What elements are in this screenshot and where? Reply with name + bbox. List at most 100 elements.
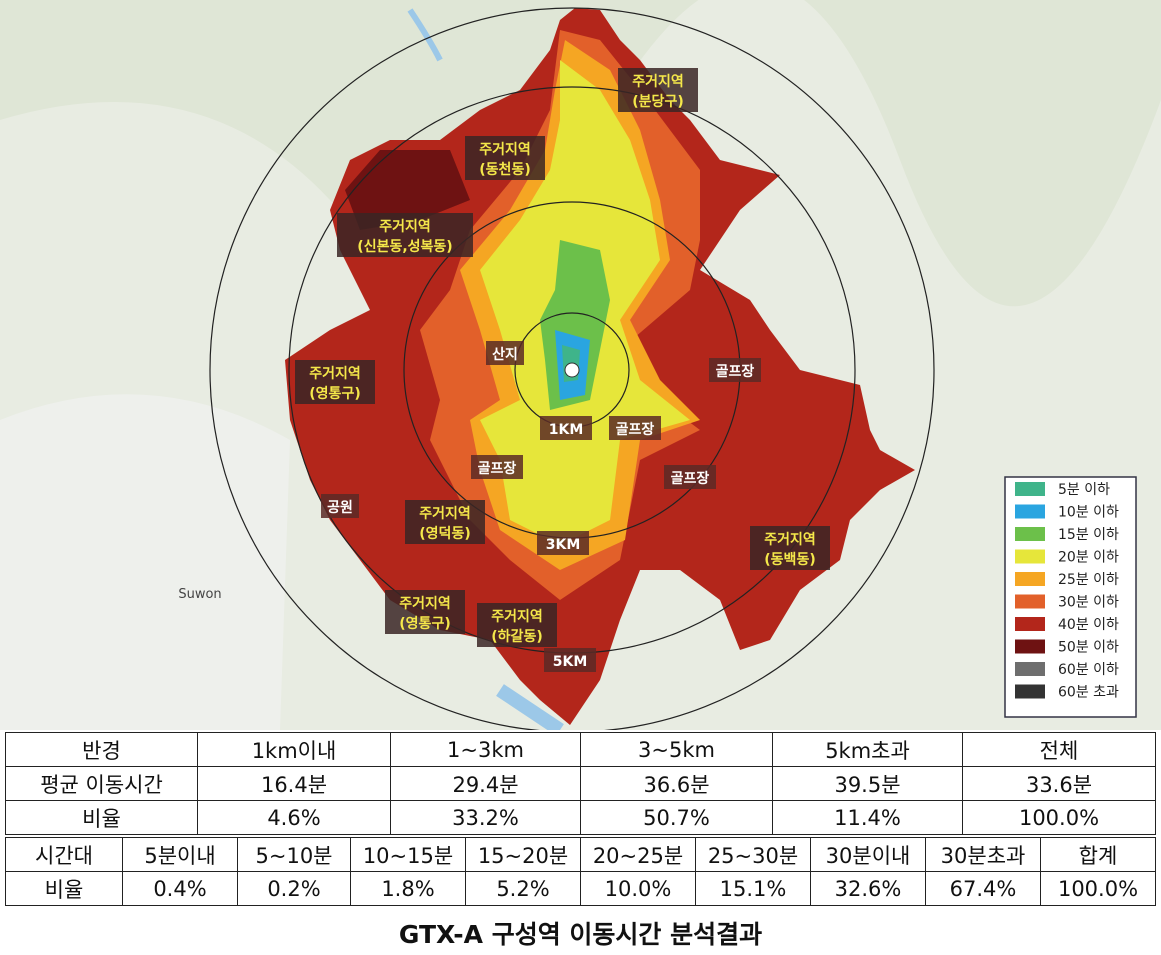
table-cell: 20~25분 <box>580 837 696 872</box>
table-cell: 3~5km <box>580 732 773 767</box>
map-label: 주거지역 <box>399 595 451 612</box>
table-cell: 100.0% <box>1040 871 1156 906</box>
table-cell: 67.4% <box>925 871 1041 906</box>
legend-label: 60분 이하 <box>1058 662 1119 678</box>
map-label: 3KM <box>546 537 581 553</box>
map: 주거지역(분당구)주거지역(동천동)주거지역(신본동,성복동)산지주거지역(영통… <box>0 0 1161 730</box>
label-box <box>295 360 375 404</box>
table-row: 비율 0.4% 0.2% 1.8% 5.2% 10.0% 15.1% 32.6% 67.4% 10… <box>5 871 1156 906</box>
map-label: 산지 <box>492 346 518 363</box>
zone-50 <box>345 150 470 230</box>
table-row: 비율 4.6% 33.2% 50.7% 11.4% 100.0% <box>5 800 1156 835</box>
table-cell: 0.2% <box>237 871 351 906</box>
label-box <box>544 648 596 672</box>
label-box <box>664 465 716 489</box>
legend-label: 20분 이하 <box>1058 550 1119 566</box>
map-label: (영통구) <box>309 385 360 402</box>
table-cell: 5.2% <box>465 871 581 906</box>
map-label: 골프장 <box>671 470 710 487</box>
map-label: (영통구) <box>399 615 450 632</box>
legend-swatch <box>1015 482 1045 496</box>
map-label: 주거지역 <box>764 531 816 548</box>
table-cell: 36.6분 <box>580 766 773 801</box>
label-box <box>405 500 485 544</box>
legend-label: 50분 이하 <box>1058 640 1119 656</box>
map-label: 1KM <box>549 422 584 438</box>
circle-outer <box>209 7 935 730</box>
map-label: (동천동) <box>479 162 530 178</box>
table-cell: 33.2% <box>390 800 581 835</box>
legend-label: 30분 이하 <box>1058 595 1119 611</box>
table-cell: 비율 <box>5 800 198 835</box>
map-label: (동백동) <box>764 552 815 568</box>
label-box <box>471 455 523 479</box>
table-cell: 합계 <box>1040 837 1156 872</box>
legend-swatch <box>1015 549 1045 564</box>
legend-label: 5분 이하 <box>1058 482 1110 498</box>
map-label: 5KM <box>553 654 588 670</box>
table-cell: 4.6% <box>197 800 391 835</box>
table-cell: 33.6분 <box>962 766 1156 801</box>
map-label: 골프장 <box>716 363 755 380</box>
table-cell: 전체 <box>962 732 1156 767</box>
table-cell: 29.4분 <box>390 766 581 801</box>
table-cell: 1.8% <box>350 871 466 906</box>
table-cell: 16.4분 <box>197 766 391 801</box>
table-cell: 32.6% <box>810 871 926 906</box>
legend-swatch <box>1015 617 1045 631</box>
map-label: 골프장 <box>478 460 517 477</box>
map-label: (신본동,성복동) <box>357 239 452 255</box>
label-box <box>477 603 557 647</box>
legend-swatch <box>1015 527 1045 541</box>
map-labels: 주거지역(분당구)주거지역(동천동)주거지역(신본동,성복동)산지주거지역(영통… <box>178 68 830 672</box>
label-box <box>609 416 661 440</box>
table-cell: 15.1% <box>695 871 811 906</box>
label-box <box>618 68 698 112</box>
radius-table: 반경 1km이내 1~3km 3~5km 5km초과 전체 평균 이동시간 16.4분 29.4… <box>5 732 1156 835</box>
map-label: 주거지역 <box>491 608 543 625</box>
table-cell: 시간대 <box>5 837 123 872</box>
table-cell: 10.0% <box>580 871 696 906</box>
table-cell: 5분이내 <box>122 837 238 872</box>
map-label: 주거지역 <box>309 365 361 382</box>
table-row: 반경 1km이내 1~3km 3~5km 5km초과 전체 <box>5 732 1156 767</box>
label-box <box>540 416 592 440</box>
map-label: 주거지역 <box>632 73 684 90</box>
table-cell: 11.4% <box>772 800 963 835</box>
label-box <box>337 213 473 257</box>
table-cell: 30분초과 <box>925 837 1041 872</box>
table-cell: 30분이내 <box>810 837 926 872</box>
table-row: 시간대 5분이내 5~10분 10~15분 15~20분 20~25분 25~30분 30분이… <box>5 837 1156 872</box>
label-box <box>486 341 524 365</box>
legend-label: 40분 이하 <box>1058 617 1119 633</box>
zone-15 <box>540 240 610 410</box>
time-table: 시간대 5분이내 5~10분 10~15분 15~20분 20~25분 25~30분 30분이… <box>5 837 1156 906</box>
table-cell: 1~3km <box>390 732 581 767</box>
table-cell: 비율 <box>5 871 123 906</box>
table-cell: 100.0% <box>962 800 1156 835</box>
label-box <box>750 526 830 570</box>
table-cell: 1km이내 <box>197 732 391 767</box>
map-label: (분당구) <box>632 93 683 110</box>
legend-label: 15분 이하 <box>1058 527 1119 543</box>
label-box <box>385 590 465 634</box>
map-label: 주거지역 <box>419 505 471 522</box>
table-cell: 평균 이동시간 <box>5 766 198 801</box>
station-marker <box>564 362 580 378</box>
table-row: 평균 이동시간 16.4분 29.4분 36.6분 39.5분 33.6분 <box>5 766 1156 801</box>
table-cell: 25~30분 <box>695 837 811 872</box>
label-box <box>709 358 761 382</box>
label-box <box>465 136 545 180</box>
legend-label: 10분 이하 <box>1058 505 1119 521</box>
map-label: (하갈동) <box>491 628 542 645</box>
legend-swatch <box>1015 684 1045 699</box>
legend: 5분 이하 10분 이하 15분 이하 20분 이하 25분 이하 30분 이하 40분 이… <box>1004 476 1137 718</box>
legend-swatch <box>1015 572 1045 586</box>
label-box <box>537 531 589 555</box>
table-cell: 39.5분 <box>772 766 963 801</box>
caption: GTX-A 구성역 이동시간 분석결과 <box>398 920 763 949</box>
table-cell: 50.7% <box>580 800 773 835</box>
table-cell: 5km초과 <box>772 732 963 767</box>
urban-area <box>0 394 290 730</box>
